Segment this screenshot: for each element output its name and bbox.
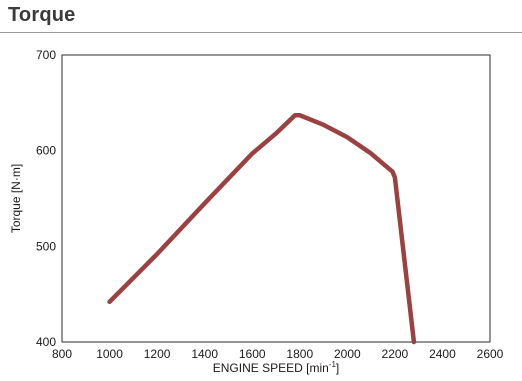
x-axis-label-superscript: -1 bbox=[329, 360, 337, 369]
title-divider bbox=[0, 32, 522, 33]
y-axis-label: Torque [N·m] bbox=[9, 164, 23, 233]
x-axis-label-suffix: ] bbox=[336, 361, 339, 375]
y-tick-label: 600 bbox=[36, 144, 56, 158]
x-tick-label: 1200 bbox=[144, 347, 171, 361]
x-tick-label: 1600 bbox=[239, 347, 266, 361]
page-title: Torque bbox=[8, 4, 76, 26]
y-tick-label: 400 bbox=[36, 335, 56, 349]
y-axis-ticks: 400 500 600 700 bbox=[36, 48, 56, 349]
x-tick-label: 2200 bbox=[382, 347, 409, 361]
x-tick-label: 2400 bbox=[429, 347, 456, 361]
x-axis-label-main: ENGINE SPEED [min bbox=[213, 361, 329, 375]
y-tick-label: 500 bbox=[36, 239, 56, 253]
x-tick-label: 1800 bbox=[286, 347, 313, 361]
series-layer bbox=[107, 113, 417, 345]
x-axis-label: ENGINE SPEED [min-1] bbox=[213, 360, 340, 375]
torque-curve-line bbox=[107, 113, 417, 345]
x-tick-label: 800 bbox=[52, 347, 72, 361]
x-axis-ticks: 800 1000 1200 1400 1600 1800 2000 2200 2400 2600 bbox=[52, 347, 504, 361]
plot-area-frame bbox=[61, 54, 491, 343]
y-tick-label: 700 bbox=[36, 48, 56, 62]
x-tick-label: 2600 bbox=[477, 347, 504, 361]
x-tick-label: 1000 bbox=[96, 347, 123, 361]
x-tick-label: 2000 bbox=[334, 347, 361, 361]
x-tick-label: 1400 bbox=[191, 347, 218, 361]
